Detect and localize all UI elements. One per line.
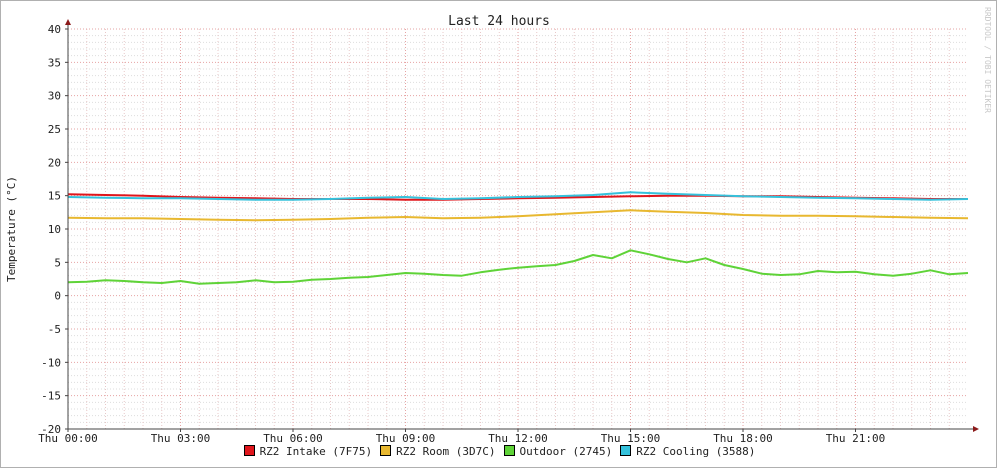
y-tick-label: 25 xyxy=(48,123,61,136)
legend-item: RZ2 Cooling (3588) xyxy=(620,445,755,458)
y-axis-label: Temperature (°C) xyxy=(5,176,18,282)
x-tick-label: Thu 09:00 xyxy=(376,432,436,445)
rrdtool-watermark: RRDTOOL / TOBI OETIKER xyxy=(983,7,992,113)
y-tick-label: -15 xyxy=(41,390,61,403)
series-line-outdoor-2745 xyxy=(67,249,969,285)
y-tick-label: 30 xyxy=(48,90,61,103)
axes xyxy=(65,19,979,432)
legend-label: RZ2 Cooling (3588) xyxy=(636,445,756,458)
legend-item: RZ2 Intake (7F75) xyxy=(243,445,373,458)
y-tick-label: -5 xyxy=(48,323,61,336)
y-tick-label: 15 xyxy=(48,190,61,203)
x-tick-label: Thu 15:00 xyxy=(601,432,661,445)
y-tick-label: 20 xyxy=(48,156,61,169)
y-tick-label: 0 xyxy=(54,290,61,303)
y-tick-label: 40 xyxy=(48,23,61,36)
legend-swatch xyxy=(503,445,515,456)
x-axis-arrow xyxy=(973,426,979,432)
legend-item: Outdoor (2745) xyxy=(503,445,613,458)
x-tick-label: Thu 12:00 xyxy=(488,432,548,445)
x-tick-label: Thu 06:00 xyxy=(263,432,323,445)
series-line-rz2-room-3d7c xyxy=(67,209,969,222)
legend-swatch xyxy=(243,445,255,456)
y-tick-label: 5 xyxy=(54,256,61,269)
legend-item: RZ2 Room (3D7C) xyxy=(380,445,496,458)
series-lines xyxy=(67,191,969,285)
legend-label: RZ2 Room (3D7C) xyxy=(396,445,496,458)
chart-title: Last 24 hours xyxy=(448,14,550,29)
legend-swatch xyxy=(620,445,632,456)
y-tick-label: 35 xyxy=(48,56,61,69)
y-tick-label: -10 xyxy=(41,356,61,369)
chart-legend: RZ2 Intake (7F75) RZ2 Room (3D7C) Outdoor … xyxy=(1,445,997,458)
x-tick-label: Thu 21:00 xyxy=(826,432,886,445)
legend-label: RZ2 Intake (7F75) xyxy=(259,445,373,458)
y-tick-label: -20 xyxy=(41,423,61,436)
grid-lines xyxy=(67,28,968,430)
y-tick-label: 10 xyxy=(48,223,61,236)
x-tick-label: Thu 18:00 xyxy=(713,432,773,445)
x-tick-label: Thu 03:00 xyxy=(151,432,211,445)
x-tick-label: Thu 00:00 xyxy=(38,432,98,445)
series-line-rz2-cooling-3588 xyxy=(67,191,969,201)
y-axis-arrow xyxy=(65,19,71,25)
legend-label: Outdoor (2745) xyxy=(519,445,613,458)
legend-swatch xyxy=(380,445,392,456)
